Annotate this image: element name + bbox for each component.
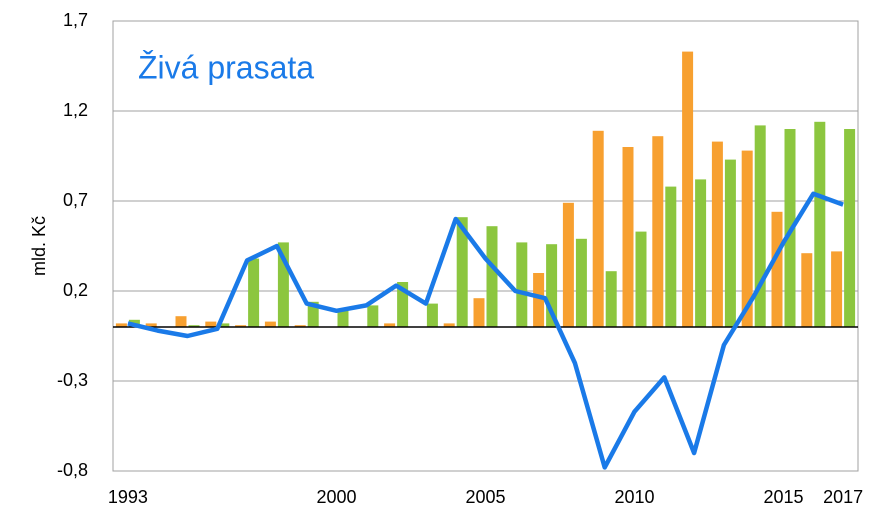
y-tick-label: -0,3 — [57, 370, 88, 390]
bar — [665, 186, 677, 327]
bar — [277, 242, 289, 327]
bar — [145, 323, 157, 327]
bar — [337, 310, 349, 327]
y-tick-label: 0,7 — [63, 190, 88, 210]
bar — [426, 303, 438, 327]
bar — [814, 121, 826, 327]
bar — [546, 244, 558, 327]
chart-title: Živá prasata — [138, 49, 314, 85]
bar — [652, 136, 664, 327]
bar — [635, 231, 647, 327]
bar — [486, 226, 498, 327]
bar — [801, 253, 813, 327]
bar — [248, 258, 260, 327]
bar — [115, 323, 127, 327]
bar — [562, 202, 574, 327]
bar — [443, 323, 455, 327]
bar — [754, 125, 766, 328]
y-tick-label: -0,8 — [57, 460, 88, 480]
bar — [205, 321, 217, 327]
bar — [397, 282, 409, 327]
y-axis-label: mld. Kč — [29, 216, 49, 276]
bar — [473, 298, 485, 327]
bar — [307, 301, 319, 327]
bar — [682, 51, 694, 327]
bar — [533, 273, 545, 327]
x-tick-label: 2010 — [614, 487, 654, 507]
bar — [711, 141, 723, 327]
bar — [188, 325, 200, 327]
bar — [516, 242, 528, 327]
bar — [294, 325, 306, 327]
bar — [844, 129, 856, 327]
x-tick-label: 2017 — [823, 487, 863, 507]
x-tick-label: 2005 — [465, 487, 505, 507]
line — [127, 191, 844, 470]
bar — [622, 147, 634, 327]
bar — [384, 323, 396, 327]
bar — [741, 150, 753, 327]
bar — [175, 316, 187, 327]
y-tick-label: 0,2 — [63, 280, 88, 300]
bar — [724, 159, 736, 327]
bar — [831, 251, 843, 327]
x-tick-label: 2000 — [316, 487, 356, 507]
bar — [592, 130, 604, 327]
bar — [575, 238, 587, 327]
bar — [771, 211, 783, 327]
bar — [456, 217, 468, 327]
y-tick-label: 1,2 — [63, 100, 88, 120]
bar — [695, 179, 707, 327]
bar — [367, 305, 379, 327]
x-tick-label: 1993 — [108, 487, 148, 507]
bar — [218, 323, 230, 327]
x-tick-label: 2015 — [763, 487, 803, 507]
y-tick-label: 1,7 — [63, 10, 88, 30]
bar — [235, 325, 247, 327]
bar — [264, 321, 276, 327]
bar — [605, 271, 617, 327]
